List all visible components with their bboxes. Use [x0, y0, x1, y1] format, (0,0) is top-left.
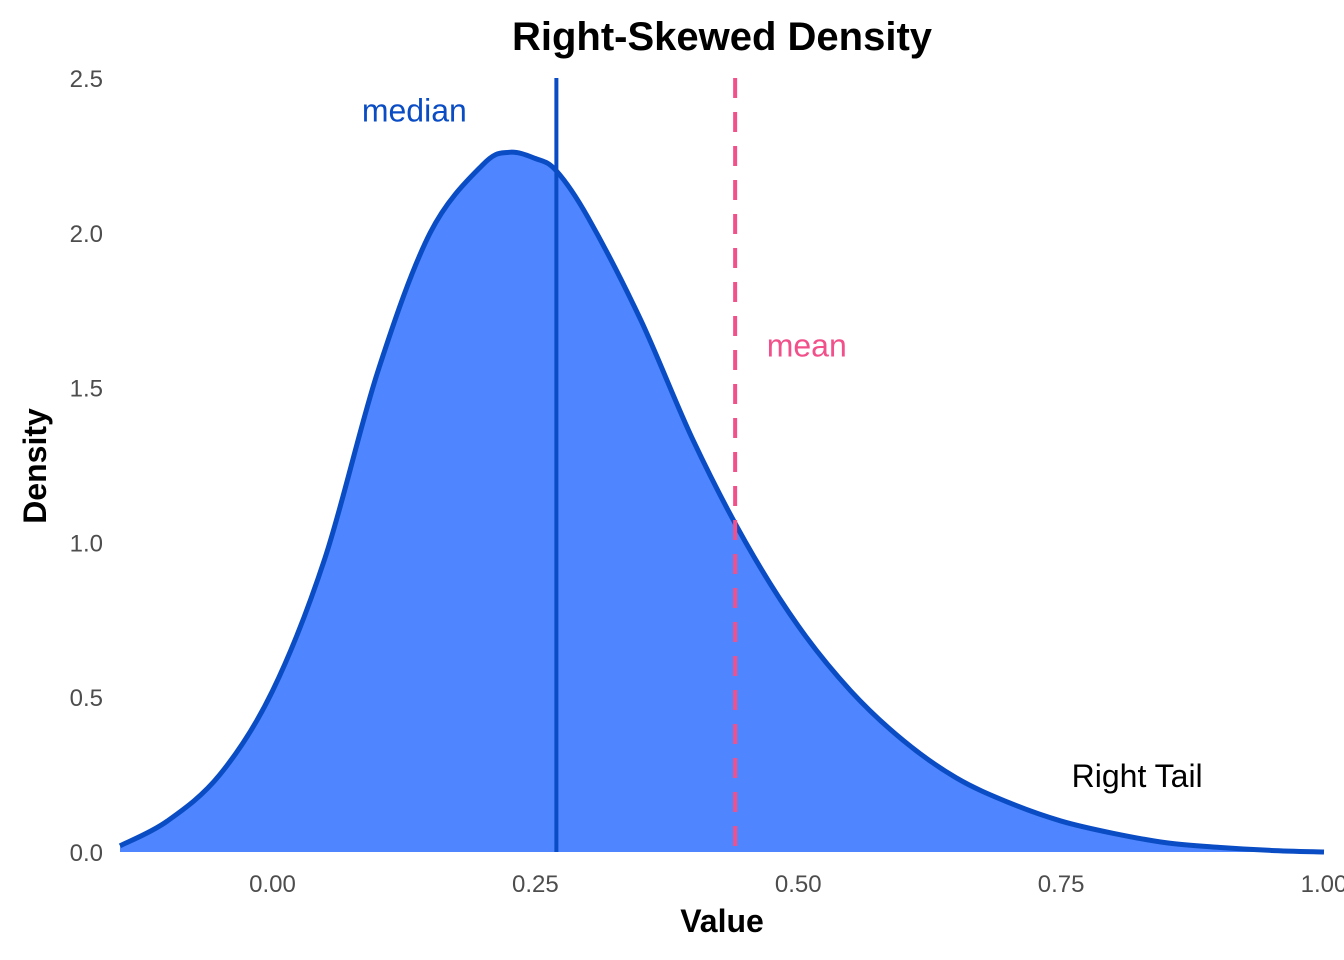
- annotation-median: median: [362, 92, 467, 128]
- y-tick-label: 1.5: [70, 376, 103, 403]
- x-tick-label: 0.75: [1038, 871, 1085, 898]
- y-tick-label: 2.5: [70, 66, 103, 93]
- y-tick-label: 0.5: [70, 685, 103, 712]
- x-tick-label: 0.00: [249, 871, 296, 898]
- y-tick-label: 2.0: [70, 221, 103, 248]
- annotation-right-tail: Right Tail: [1072, 758, 1203, 794]
- plot-area: median mean Right Tail: [118, 78, 1325, 855]
- x-tick-label: 0.25: [512, 871, 559, 898]
- x-tick-label: 0.50: [775, 871, 822, 898]
- density-curve-0: [118, 149, 1325, 855]
- y-tick-label: 1.0: [70, 530, 103, 557]
- y-tick-label: 0.0: [70, 840, 103, 867]
- y-axis-title: Density: [17, 408, 53, 524]
- x-axis: 0.00 0.25 0.50 0.75 1.00: [249, 871, 1344, 898]
- x-tick-label: 1.00: [1301, 871, 1344, 898]
- annotation-mean: mean: [767, 328, 847, 364]
- x-axis-title: Value: [680, 903, 764, 939]
- y-axis: 0.0 0.5 1.0 1.5 2.0 2.5: [70, 66, 103, 867]
- chart-title: Right-Skewed Density: [512, 15, 933, 59]
